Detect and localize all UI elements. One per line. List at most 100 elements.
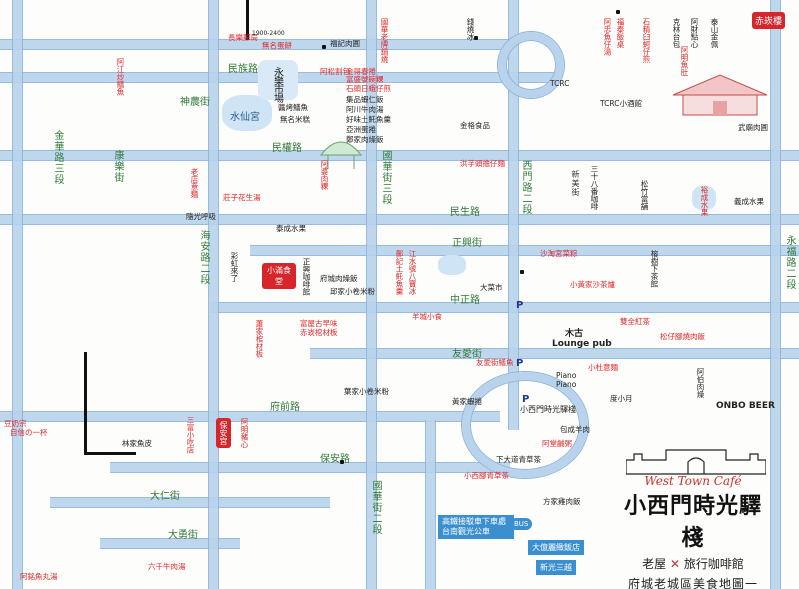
road-top [0,39,510,50]
poi-red-10[interactable]: 蕭家棺材板 [255,320,264,358]
poi-red-4[interactable]: 石頭日蛾仔煎 [346,84,391,93]
poi-red-18[interactable]: 小黃家沙茶爐 [570,280,615,289]
poi-13[interactable]: 阿財點心 [690,18,699,48]
poi-3[interactable]: 好味土魠魚羹 [346,115,391,124]
poi-red-7[interactable]: 阿忠魚仔湯 [603,18,612,56]
title-main: 小西門時光驛棧 [623,493,762,551]
poi-11[interactable]: 義成水果 [734,197,764,206]
street-haian: 海安路二段 [198,230,209,285]
poi-red-12[interactable]: 莊子花生湯 [223,193,261,202]
poi-19[interactable]: 松竹當舖 [640,180,649,210]
baoan-temple-badge: 保安宮 [216,418,231,448]
poi-22[interactable]: 葉家小卷米粉 [344,387,389,396]
suiguang-label: 隨光呼吸 [186,212,216,221]
poi-red-26[interactable]: 洪芋頭擔仔麵 [460,159,505,168]
street-minquan: 民權路 [272,143,302,154]
poi-red-2[interactable]: 金得春捲 [346,67,376,76]
road-baoan [110,462,510,473]
poi-2[interactable]: 阿川牛肉湯 [346,105,384,114]
map-title-block: West Town Café 小西門時光驛棧 老屋 ✕ 旅行咖啡館 府城老城區美… [618,474,768,589]
pavilion-icon [319,141,363,169]
xinguang-box: 新光三越 [536,560,576,575]
poi-20[interactable]: 府城肉燥飯 [320,274,358,283]
poi-15[interactable]: 錢燒冰 [466,18,475,41]
poi-24[interactable]: 度小月 [610,394,633,403]
poi-25[interactable]: 阿伯肉燥 [696,368,705,398]
poi-0[interactable]: 福記肉圓 [330,39,360,48]
poi-6[interactable]: 無名米糕 [280,115,310,124]
road-ximen [508,0,519,430]
street-zhengxing: 正興街 [452,238,482,249]
poi-1[interactable]: 集品蝦仁飯 [346,95,384,104]
street-fuqian: 府前路 [270,402,300,413]
poi-red-19[interactable]: 雙全紅茶 [620,317,650,326]
poi-red-15[interactable]: 鄭記土魠魚羹 [395,250,404,295]
poi-red-14[interactable]: 阿明豬心 [240,418,249,448]
poi-red-3[interactable]: 富盛號碗粿 [346,75,384,84]
roundabout-north [498,32,564,98]
poi-red-32[interactable]: 自信の一杯 [10,428,48,437]
street-kangle: 康樂街 [112,150,123,183]
title-script: West Town Café [644,474,742,488]
poi-red-16[interactable]: 江水號八寶冰 [408,250,417,295]
title-foot: 府城老城區美食地圖一 [627,577,758,589]
poi-red-28[interactable]: 小西腳青草茶 [464,471,509,480]
chiyan-tower-badge: 赤崁樓 [752,12,786,29]
poi-red-24[interactable]: 富屋古早味 [300,319,338,328]
poi-red-8[interactable]: 福泰飯桌 [616,18,625,48]
poi-red-33[interactable]: 三富小吃店 [186,416,195,454]
street-baoan: 保安路 [320,454,350,465]
rail-line-2 [84,452,136,455]
poi-red-11[interactable]: 阿婆肉粿 [320,160,329,190]
poi-red-20[interactable]: 松仔腳燒肉飯 [660,332,705,341]
poi-4[interactable]: 亞洲蛋捲 [346,125,376,134]
poi-16[interactable]: 鄭家肉燥飯 [346,135,384,144]
poi-31[interactable]: 林家魚皮 [122,439,152,448]
poi-29[interactable]: 方家雞肉飯 [543,497,581,506]
poi-18[interactable]: 三十八番咖啡 [590,165,599,210]
yongle-block [258,60,298,100]
poi-red-13[interactable]: 老店意麵 [190,168,199,198]
poi-8[interactable]: 正興咖啡館 [302,258,311,296]
poi-7[interactable]: 邱家小卷米粉 [330,287,375,296]
road-minsheng [0,214,799,225]
poi-23[interactable]: 黃家蝦捲 [452,397,482,406]
poi-14[interactable]: 金格食品 [460,121,490,130]
poi-red-34[interactable]: 長樂郵局 [228,33,258,42]
poi-red-30[interactable]: 阿明魚肚 [680,46,689,76]
poi-17[interactable]: 榕樹下茶館 [650,250,659,288]
poi-red-27[interactable]: 阿堂鹹粥 [542,439,572,448]
poi-28[interactable]: 包成羊肉 [560,425,590,434]
poi-red-9[interactable]: 石精臼蚵仔煎 [642,18,651,63]
poi-red-22[interactable]: 小杜意麵 [588,363,618,372]
title-cross: ✕ [669,557,681,571]
poi-30[interactable]: 下大道青草茶 [496,455,541,464]
poi-red-17[interactable]: 沙淘宮菜粽 [540,249,578,258]
poi-red-23[interactable]: 羊城小食 [412,312,442,321]
poi-10[interactable]: 泰成水果 [276,224,306,233]
road-zhongzheng [210,302,799,313]
poi-red-6[interactable]: 阿江炒鱔魚 [116,58,125,96]
road-guohua [366,0,377,589]
poi-red-25[interactable]: 赤崁棺材板 [300,328,338,337]
dayi-hotel-box: 大億麗緻飯店 [528,540,584,555]
shuixian-pond [222,95,272,131]
poi-red-21[interactable]: 友愛街鱔魚 [476,358,514,367]
poi-red-0[interactable]: 阿銘魚丸湯 [20,572,58,581]
road-left [12,0,23,589]
poi-21[interactable]: 大菜市 [480,283,503,292]
rail-line-3 [246,0,249,40]
poi-red-35[interactable]: 裕成水果 [700,186,709,216]
poi-red-1[interactable]: 國華老牌鍋燒 [380,18,389,63]
parking-icon: P [516,358,524,369]
street-youai: 友愛街 [452,349,482,360]
poi-red-31[interactable]: 豆奶宗 [4,419,27,428]
poi-26[interactable]: 泰山金佩 [710,18,719,48]
poi-27[interactable]: 武廟肉圓 [738,123,768,132]
poi-5[interactable]: 醬烤鱔魚 [278,103,308,112]
poi-red-5[interactable]: 阿松割包 [320,67,350,76]
poi-9[interactable]: 彩虹來了 [230,252,239,282]
poi-12[interactable]: 克林台包 [672,18,681,48]
poi-red-29[interactable]: 六千牛肉湯 [148,562,186,571]
